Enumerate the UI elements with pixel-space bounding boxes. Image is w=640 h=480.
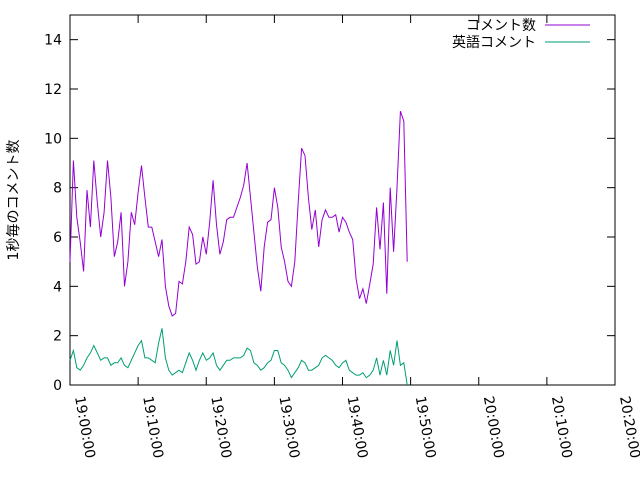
series-line-1 [69,328,408,386]
series-layer [69,111,408,386]
y-tick-label: 2 [53,329,62,345]
x-tick-label: 20:20:00 [616,395,640,460]
series-line-0 [69,111,408,317]
y-axis-label: 1秒毎のコメント数 [6,140,22,261]
y-tick-label: 0 [53,378,62,394]
x-tick-label: 20:00:00 [480,395,507,460]
y-tick-label: 12 [44,82,62,98]
x-tick-label: 20:10:00 [548,395,575,460]
y-tick-label: 4 [53,279,62,295]
x-tick-label: 19:40:00 [344,395,371,460]
x-tick-label: 19:00:00 [71,395,98,460]
x-tick-label: 19:10:00 [139,395,166,460]
y-tick-label: 6 [53,230,62,246]
y-axis: 0 2 4 6 8 10 12 14 [44,33,615,394]
x-tick-label: 19:50:00 [412,395,439,460]
y-tick-label: 10 [44,131,62,147]
plot-frame [69,14,616,386]
legend-label: 英語コメント [452,34,536,51]
y-tick-label: 14 [44,33,62,49]
x-tick-label: 19:30:00 [275,395,302,460]
legend-label: コメント数 [466,18,536,34]
x-tick-label: 19:20:00 [207,395,234,460]
y-tick-label: 8 [53,181,62,197]
x-axis: 19:00:00 19:10:00 19:20:00 19:30:00 19:40:00… [69,15,640,460]
